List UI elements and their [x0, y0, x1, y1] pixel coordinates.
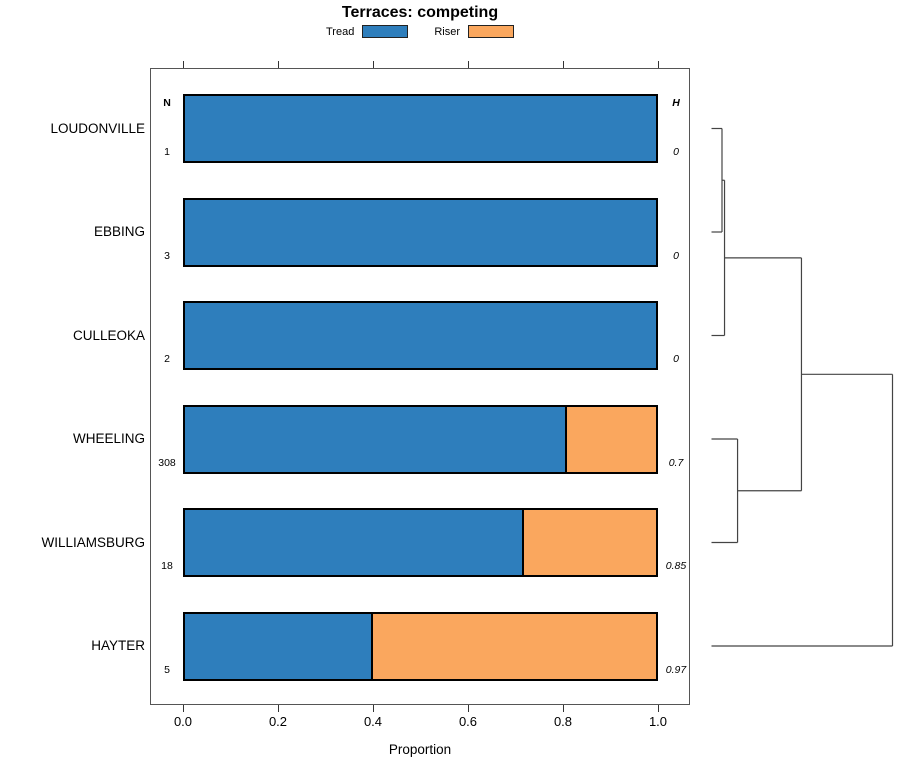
- x-tick-label: 0.8: [553, 714, 573, 729]
- bar-segment-tread: [185, 199, 656, 265]
- bar-segment-tread: [185, 406, 567, 472]
- plot-area: [150, 68, 690, 705]
- legend-label-riser: Riser: [434, 25, 460, 38]
- x-tick-label: 0.4: [363, 714, 383, 729]
- x-tick-bottom: [277, 705, 279, 712]
- h-value: 0: [673, 353, 679, 365]
- bar-row: [183, 197, 658, 267]
- bar-segment-tread: [185, 510, 525, 575]
- x-tick-top: [467, 61, 469, 68]
- bar-segment-tread: [185, 303, 656, 368]
- x-tick-bottom: [657, 705, 659, 712]
- x-tick-label: 0.6: [458, 714, 478, 729]
- x-tick-bottom: [182, 705, 184, 712]
- bar-row: [183, 94, 658, 163]
- x-tick-top: [277, 61, 279, 68]
- category-label: WHEELING: [72, 431, 145, 446]
- legend-item-riser: Riser: [434, 25, 514, 38]
- tread-swatch: [362, 25, 409, 38]
- bar-row: [183, 301, 658, 370]
- x-tick-label: 0.2: [268, 714, 288, 729]
- bar-row: [183, 611, 658, 681]
- x-tick-bottom: [562, 705, 564, 712]
- n-value: 5: [164, 663, 170, 676]
- n-value: 18: [161, 560, 173, 572]
- n-value: 3: [164, 249, 170, 262]
- h-column-header: H: [672, 97, 680, 109]
- x-tick-bottom: [372, 705, 374, 712]
- h-value: 0.85: [665, 560, 687, 572]
- n-value: 1: [164, 146, 170, 158]
- n-value: 2: [164, 353, 170, 365]
- n-column-header: N: [163, 97, 171, 109]
- bar-segment-tread: [185, 96, 656, 161]
- x-tick-label: 1.0: [648, 714, 668, 729]
- category-label: HAYTER: [91, 638, 145, 653]
- x-tick-top: [182, 61, 184, 68]
- legend: Tread Riser: [120, 25, 720, 38]
- h-value: 0.97: [665, 663, 687, 676]
- bar-row: [183, 404, 658, 474]
- category-label: CULLEOKA: [72, 327, 145, 343]
- h-value: 0: [673, 249, 679, 262]
- bar-segment-tread: [185, 613, 374, 679]
- x-tick-top: [372, 61, 374, 68]
- legend-item-tread: Tread: [326, 25, 409, 38]
- category-label: LOUDONVILLE: [50, 120, 145, 136]
- chart-title: Terraces: competing: [341, 4, 499, 21]
- h-value: 0: [673, 146, 679, 158]
- x-tick-top: [562, 61, 564, 68]
- category-label: WILLIAMSBURG: [41, 534, 145, 550]
- n-value: 308: [158, 456, 176, 469]
- category-label: EBBING: [93, 224, 145, 239]
- x-axis-label: Proportion: [388, 742, 452, 757]
- h-value: 0.7: [668, 456, 684, 469]
- riser-swatch: [468, 25, 514, 38]
- x-tick-label: 0.0: [173, 714, 193, 729]
- x-tick-top: [657, 61, 659, 68]
- bar-row: [183, 508, 658, 577]
- legend-label-tread: Tread: [326, 25, 355, 38]
- x-tick-bottom: [467, 705, 469, 712]
